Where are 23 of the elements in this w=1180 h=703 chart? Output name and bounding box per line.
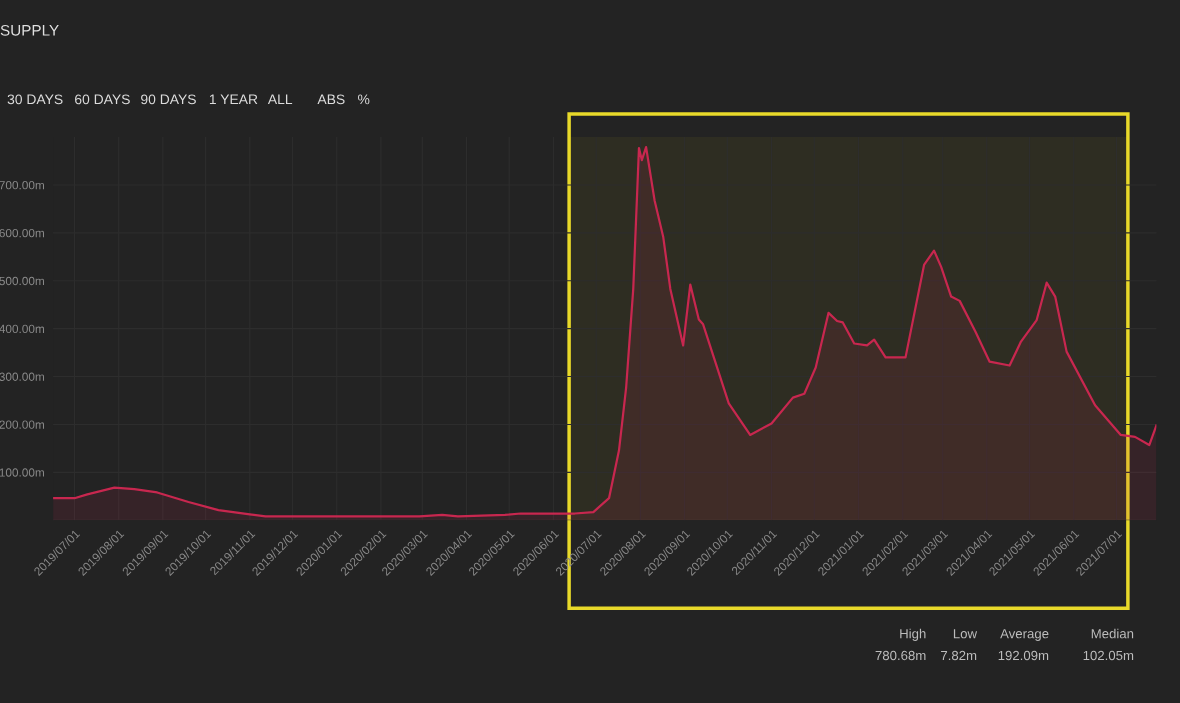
text: Average — [1000, 629, 1049, 641]
text: Low — [953, 629, 978, 639]
text: ALL — [267, 94, 293, 105]
chart-title: SUPPLY — [0, 24, 59, 36]
y-tick-label: 200.00m — [0, 420, 44, 429]
text: 60 DAYS — [75, 94, 130, 105]
text: Median — [1091, 628, 1134, 639]
text: High — [900, 628, 926, 641]
y-tick-label: 500.00m — [0, 276, 44, 286]
text: 780.68m — [875, 650, 926, 661]
text: ABS — [317, 94, 345, 105]
text: 192.09m — [998, 650, 1049, 661]
y-tick-label: 400.00m — [0, 324, 44, 334]
text: 30 DAYS — [7, 94, 63, 105]
text: % — [358, 94, 370, 105]
y-tick-label: 700.00m — [0, 181, 44, 190]
text: 90 DAYS — [141, 94, 196, 105]
y-tick-label: 600.00m — [0, 228, 44, 238]
y-tick-label: 100.00m — [0, 468, 44, 477]
text: 102.05m — [1083, 650, 1134, 661]
text: 7.82m — [941, 650, 977, 661]
y-tick-label: 300.00m — [0, 372, 44, 381]
text: 1 YEAR — [209, 94, 258, 105]
